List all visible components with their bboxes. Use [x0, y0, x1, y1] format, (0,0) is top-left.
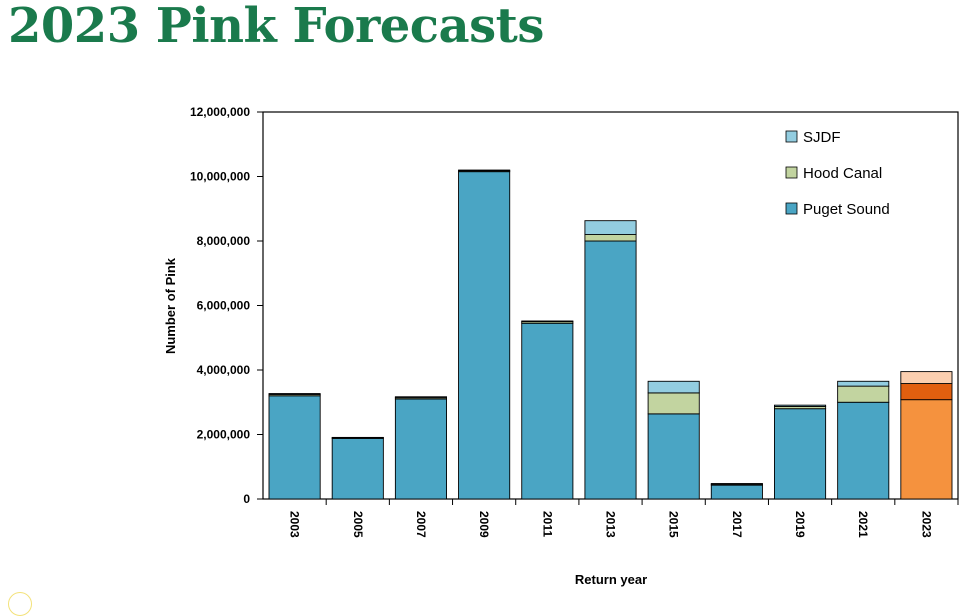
bar-segment	[647, 392, 700, 415]
bar-segment	[837, 401, 890, 500]
x-tick-label: 2009	[477, 511, 491, 538]
bar-segment	[900, 383, 953, 401]
bar-segment	[710, 483, 763, 485]
bar-segment	[900, 399, 953, 500]
bar-segment	[268, 395, 321, 500]
legend-swatch	[785, 130, 798, 143]
x-tick-label: 2023	[919, 511, 933, 538]
y-tick-label: 10,000,000	[190, 170, 250, 184]
x-tick-label: 2003	[288, 511, 302, 538]
bar-segment	[774, 404, 827, 407]
y-tick-label: 6,000,000	[197, 299, 251, 313]
x-tick-label: 2007	[414, 511, 428, 538]
bar-segment	[900, 371, 953, 384]
y-tick-label: 0	[243, 492, 250, 506]
y-axis-title: Number of Pink	[163, 257, 178, 354]
y-tick-label: 4,000,000	[197, 363, 251, 377]
legend-label: SJDF	[803, 129, 841, 146]
bar-segment	[521, 320, 574, 323]
x-tick-label: 2011	[540, 511, 554, 537]
bar-segment	[710, 484, 763, 500]
slide-title: 2023 Pink Forecasts	[8, 0, 544, 54]
plot-area	[262, 111, 959, 500]
y-tick-label: 2,000,000	[197, 428, 251, 442]
decorative-circle	[8, 592, 32, 616]
bar-segment	[331, 436, 384, 439]
bar-segment	[837, 385, 890, 403]
stacked-bar-chart: 0 2,000,000 4,000,000 6,000,000 8,000,000 10,…	[163, 105, 959, 587]
x-tick-label: 2013	[604, 511, 618, 538]
legend-swatch	[785, 166, 798, 179]
x-tick-label: 2015	[667, 511, 681, 538]
x-axis-title: Return year	[575, 572, 647, 587]
bar-segment	[647, 413, 700, 500]
bar-segment	[774, 408, 827, 500]
bar-segment	[837, 380, 890, 387]
bar-segment	[584, 240, 637, 500]
x-tick-label: 2019	[793, 511, 807, 538]
legend-swatch	[785, 202, 798, 215]
x-tick-label: 2017	[730, 511, 744, 538]
legend-label: Hood Canal	[803, 165, 882, 182]
bar-segment	[394, 398, 447, 500]
bar-segment	[331, 437, 384, 500]
bar-segment	[268, 393, 321, 395]
y-axis: 0 2,000,000 4,000,000 6,000,000 8,000,000 10,…	[190, 105, 263, 506]
bar-segment	[584, 220, 637, 235]
bar-segment	[584, 234, 637, 242]
bar-segment	[458, 171, 511, 500]
bar-segment	[458, 169, 511, 172]
x-tick-label: 2021	[856, 511, 870, 538]
bar-segment	[394, 396, 447, 399]
legend-label: Puget Sound	[803, 201, 890, 218]
bar-segment	[521, 322, 574, 500]
x-tick-label: 2005	[351, 511, 365, 538]
legend: SJDF Hood Canal Puget Sound	[785, 129, 890, 218]
bar-segment	[647, 380, 700, 394]
x-axis: 2003 2005 2007 2009 2011 2013 2015 2017 2019 2021…	[288, 499, 959, 538]
y-tick-label: 8,000,000	[197, 234, 251, 248]
y-tick-label: 12,000,000	[190, 105, 250, 119]
